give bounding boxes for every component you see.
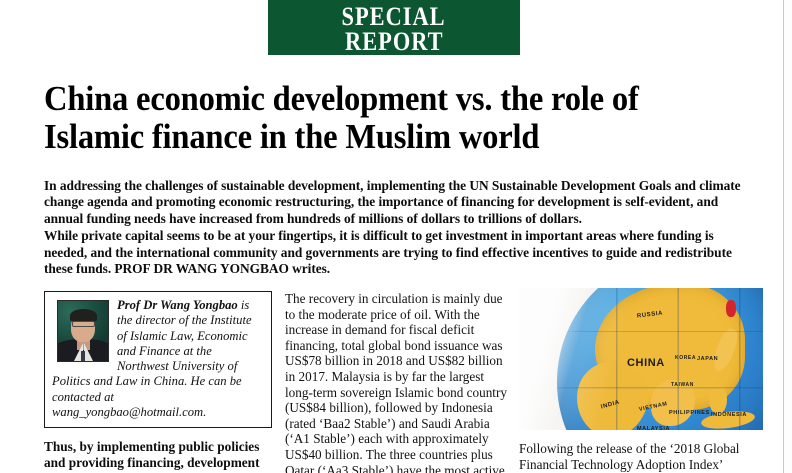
standfirst-paragraph-2: While private capital seems to be at you… xyxy=(44,228,732,277)
column-3-caption: Following the release of the ‘2018 Globa… xyxy=(519,441,763,473)
author-bio-description: is the director of the Institute of Isla… xyxy=(52,298,252,420)
author-bio-text: Prof Dr Wang Yongbao is the director of … xyxy=(52,298,264,420)
article-column-1: Prof Dr Wang Yongbao is the director of … xyxy=(44,291,272,473)
special-report-banner: SPECIAL REPORT xyxy=(268,0,520,55)
author-bio-box: Prof Dr Wang Yongbao is the director of … xyxy=(44,291,272,429)
article-column-2: The recovery in circulation is mainly du… xyxy=(285,291,507,473)
article-headline: China economic development vs. the role … xyxy=(44,80,754,156)
globe-label-china: CHINA xyxy=(627,357,665,369)
article-column-3: RUSSIA CHINA KOREA JAPAN TAIWAN INDIA VI… xyxy=(519,288,763,473)
globe-label-malaysia: MALAYSIA xyxy=(637,426,671,430)
globe-label-philippines: PHILIPPINES xyxy=(669,410,710,416)
author-name: Prof Dr Wang Yongbao xyxy=(117,298,238,312)
headline-line-2: Islamic finance in the Muslim world xyxy=(44,117,540,156)
page-edge-rule xyxy=(783,0,784,473)
column-3-caption-text: Following the release of the ‘2018 Globa… xyxy=(519,441,740,472)
standfirst-paragraph-1: In addressing the challenges of sustaina… xyxy=(44,178,741,226)
headline-line-1: China economic development vs. the role … xyxy=(44,79,639,118)
banner-line-2: REPORT xyxy=(344,26,444,56)
globe-label-russia: RUSSIA xyxy=(636,310,664,320)
globe-label-japan: JAPAN xyxy=(697,356,719,362)
column-1-body-text: Thus, by implementing public policies an… xyxy=(44,439,260,473)
globe-label-korea: KOREA xyxy=(675,355,697,361)
globe-china-photo: RUSSIA CHINA KOREA JAPAN TAIWAN INDIA VI… xyxy=(519,288,763,430)
globe-label-indonesia: INDONESIA xyxy=(711,412,747,418)
page-margin xyxy=(784,0,792,473)
globe-label-taiwan: TAIWAN xyxy=(671,382,694,388)
article-standfirst: In addressing the challenges of sustaina… xyxy=(44,178,758,278)
column-2-body-text: The recovery in circulation is mainly du… xyxy=(285,291,507,473)
banner-line-1: SPECIAL xyxy=(341,1,447,31)
author-portrait-photo xyxy=(57,300,109,362)
